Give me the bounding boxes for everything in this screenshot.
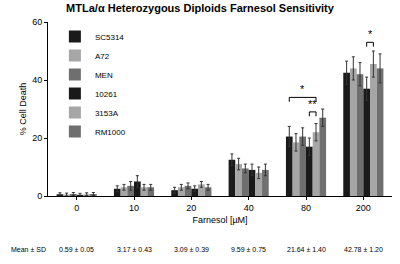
svg-text:21.64 ± 1.40: 21.64 ± 1.40: [287, 246, 326, 253]
svg-text:Mean ± SD: Mean ± SD: [11, 246, 46, 253]
svg-text:9.59 ± 0.75: 9.59 ± 0.75: [231, 246, 266, 253]
svg-text:10: 10: [129, 203, 139, 213]
svg-text:200: 200: [356, 203, 371, 213]
svg-text:42.78 ± 1.20: 42.78 ± 1.20: [344, 246, 383, 253]
svg-text:SC5314: SC5314: [95, 33, 124, 42]
svg-text:A72: A72: [95, 52, 110, 61]
svg-text:3.17 ± 0.43: 3.17 ± 0.43: [117, 246, 152, 253]
svg-text:20: 20: [186, 203, 196, 213]
svg-text:60: 60: [32, 17, 42, 27]
svg-text:40: 40: [32, 75, 42, 85]
svg-text:10261: 10261: [95, 90, 118, 99]
svg-text:80: 80: [301, 203, 311, 213]
svg-text:0: 0: [74, 203, 79, 213]
svg-text:RM1000: RM1000: [95, 128, 126, 137]
svg-text:*: *: [300, 83, 305, 95]
svg-text:MEN: MEN: [95, 71, 113, 80]
svg-text:**: **: [308, 98, 317, 110]
svg-text:40: 40: [244, 203, 254, 213]
svg-text:*: *: [368, 28, 373, 40]
svg-text:% Cell Death: % Cell Death: [18, 83, 28, 136]
svg-text:Farnesol [µM]: Farnesol [µM]: [192, 215, 247, 225]
svg-text:MTLa/α Heterozygous Diploids F: MTLa/α Heterozygous Diploids Farnesol Se…: [66, 2, 335, 14]
svg-text:20: 20: [32, 133, 42, 143]
svg-text:3.09 ± 0.39: 3.09 ± 0.39: [174, 246, 209, 253]
svg-text:3153A: 3153A: [95, 109, 119, 118]
svg-text:0: 0: [37, 191, 42, 201]
svg-text:0.59 ± 0.05: 0.59 ± 0.05: [59, 246, 94, 253]
